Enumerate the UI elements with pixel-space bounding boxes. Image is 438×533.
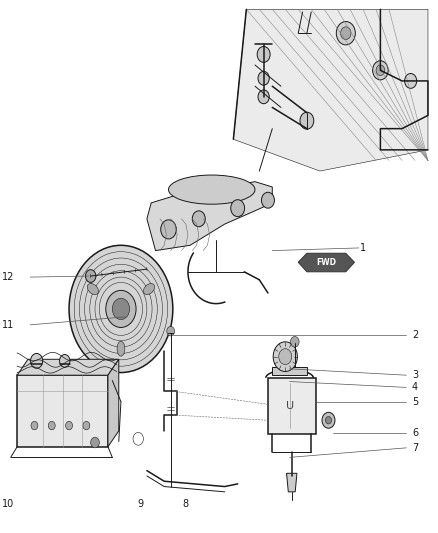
Circle shape: [341, 27, 351, 39]
Circle shape: [60, 354, 70, 367]
Circle shape: [290, 336, 299, 347]
Polygon shape: [268, 378, 315, 433]
Circle shape: [161, 220, 176, 239]
Circle shape: [112, 298, 130, 319]
Ellipse shape: [169, 175, 255, 204]
Text: 11: 11: [2, 320, 14, 330]
Ellipse shape: [143, 284, 155, 295]
Polygon shape: [272, 367, 307, 375]
Circle shape: [91, 437, 99, 448]
Polygon shape: [233, 10, 428, 171]
Circle shape: [273, 342, 297, 372]
Text: FWD: FWD: [316, 258, 336, 266]
Circle shape: [31, 421, 38, 430]
Circle shape: [279, 349, 292, 365]
Circle shape: [261, 192, 275, 208]
Text: 9: 9: [138, 499, 144, 509]
Circle shape: [167, 326, 175, 336]
Circle shape: [66, 421, 73, 430]
Circle shape: [231, 200, 244, 216]
Text: 12: 12: [2, 272, 15, 282]
Text: 6: 6: [412, 428, 418, 438]
Text: 5: 5: [412, 397, 418, 407]
Circle shape: [85, 270, 96, 282]
Circle shape: [300, 112, 314, 129]
Circle shape: [336, 21, 355, 45]
Circle shape: [69, 245, 173, 373]
Circle shape: [373, 61, 388, 80]
Circle shape: [83, 421, 90, 430]
Text: 3: 3: [412, 370, 418, 380]
Text: 2: 2: [412, 330, 418, 341]
Circle shape: [258, 90, 269, 104]
Polygon shape: [147, 182, 272, 251]
Circle shape: [192, 211, 205, 227]
Text: 10: 10: [2, 499, 14, 509]
Circle shape: [31, 353, 42, 368]
Text: 4: 4: [412, 382, 418, 392]
Circle shape: [322, 413, 335, 428]
Circle shape: [405, 74, 417, 88]
Circle shape: [325, 417, 332, 424]
Circle shape: [258, 71, 269, 85]
Polygon shape: [286, 473, 297, 492]
Text: U: U: [286, 401, 293, 411]
Circle shape: [257, 46, 270, 62]
Circle shape: [106, 290, 136, 327]
Polygon shape: [17, 359, 119, 375]
Polygon shape: [298, 253, 354, 272]
Circle shape: [376, 65, 385, 76]
Ellipse shape: [87, 284, 99, 295]
Circle shape: [48, 421, 55, 430]
Text: 8: 8: [183, 499, 189, 509]
Polygon shape: [17, 375, 108, 447]
Ellipse shape: [117, 341, 125, 356]
Text: 7: 7: [412, 443, 418, 453]
Text: 1: 1: [360, 243, 366, 253]
Polygon shape: [108, 359, 119, 447]
